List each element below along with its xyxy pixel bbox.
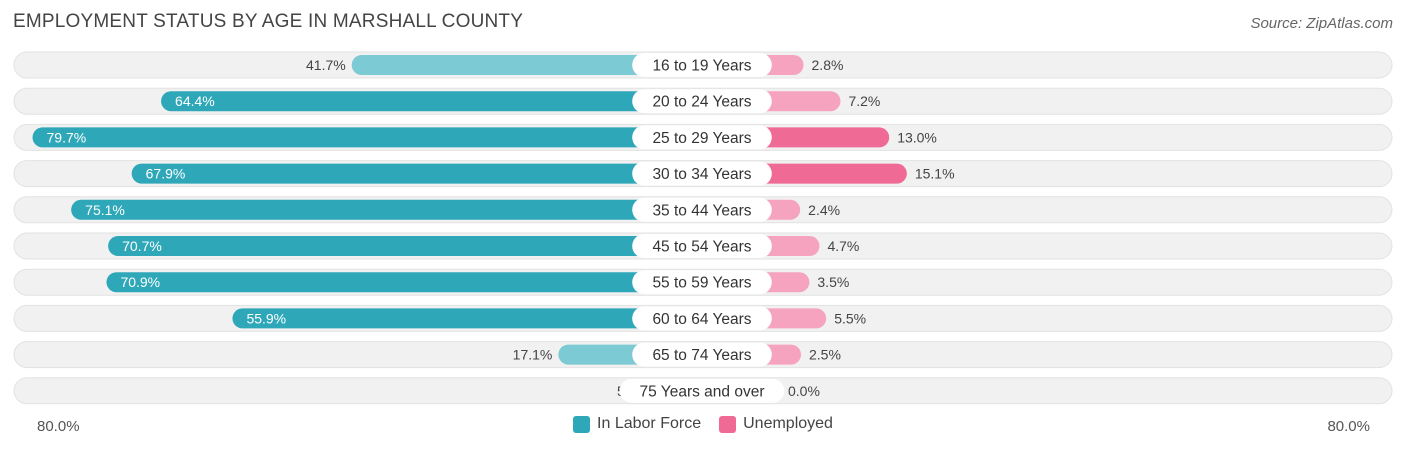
unemployed-value-label: 7.2% xyxy=(848,93,880,109)
labor-force-value-label: 41.7% xyxy=(306,57,346,73)
labor-force-value-label: 55.9% xyxy=(246,310,286,326)
legend-swatch-unemployed xyxy=(719,415,737,433)
employment-chart: 41.7% 2.8% 16 to 19 Years 64.4% 7.2% 20 to 24… xyxy=(13,51,1393,405)
labor-force-value-label: 67.9% xyxy=(146,166,186,182)
category-label-bg xyxy=(632,234,772,258)
labor-force-bar xyxy=(32,127,702,148)
labor-force-value-label: 75.1% xyxy=(85,202,125,218)
legend-swatch-labor-force xyxy=(573,415,591,433)
category-label-bg xyxy=(632,161,772,186)
labor-force-value-label: 70.7% xyxy=(122,238,162,254)
labor-force-bar xyxy=(232,308,702,329)
category-label-bg xyxy=(632,306,772,331)
category-label-bg xyxy=(632,125,772,150)
unemployed-value-label: 5.5% xyxy=(834,310,866,326)
labor-force-bar xyxy=(351,55,702,75)
unemployed-value-label: 2.4% xyxy=(808,202,840,218)
unemployed-value-label: 4.7% xyxy=(827,238,859,254)
category-label-bg xyxy=(632,270,772,295)
category-label-bg xyxy=(619,378,785,403)
category-label: 25 to 29 Years xyxy=(652,130,751,147)
axis-right-label: 80.0% xyxy=(1327,418,1370,435)
category-label: 75 Years and over xyxy=(640,383,765,400)
labor-force-value-label: 70.9% xyxy=(120,274,160,290)
legend-item-unemployed[interactable]: Unemployed xyxy=(719,415,833,433)
labor-force-value-label: 17.1% xyxy=(513,347,553,363)
unemployed-value-label: 2.5% xyxy=(809,347,841,363)
unemployed-value-label: 15.1% xyxy=(915,166,955,182)
labor-force-value-label: 79.7% xyxy=(47,129,87,145)
category-label-bg xyxy=(632,89,772,114)
category-label: 30 to 34 Years xyxy=(652,166,751,183)
axis-left-label: 80.0% xyxy=(37,418,80,435)
source-credit: Source: ZipAtlas.com xyxy=(1250,15,1393,32)
category-label-bg xyxy=(632,53,772,77)
legend-item-labor-force[interactable]: In Labor Force xyxy=(573,415,701,433)
category-label: 16 to 19 Years xyxy=(652,58,751,75)
unemployed-value-label: 0.0% xyxy=(788,383,820,399)
category-label: 20 to 24 Years xyxy=(652,94,751,111)
labor-force-bar xyxy=(108,236,703,256)
category-label-bg xyxy=(632,197,772,222)
category-label: 60 to 64 Years xyxy=(652,311,751,328)
legend: In Labor Force Unemployed xyxy=(0,415,1406,433)
unemployed-value-label: 13.0% xyxy=(897,129,937,145)
category-label: 55 to 59 Years xyxy=(652,275,751,292)
labor-force-bar xyxy=(131,163,702,184)
legend-label-unemployed: Unemployed xyxy=(743,415,833,432)
labor-force-bar xyxy=(71,199,702,220)
category-label: 45 to 54 Years xyxy=(652,239,751,256)
unemployed-value-label: 2.8% xyxy=(812,57,844,73)
labor-force-bar xyxy=(161,91,703,112)
category-label-bg xyxy=(632,342,772,367)
legend-label-labor-force: In Labor Force xyxy=(597,415,702,432)
category-label: 35 to 44 Years xyxy=(652,202,751,219)
labor-force-bar xyxy=(106,272,702,293)
category-label: 65 to 74 Years xyxy=(652,347,751,364)
chart-title: EMPLOYMENT STATUS BY AGE IN MARSHALL COU… xyxy=(13,11,524,32)
labor-force-value-label: 64.4% xyxy=(175,93,215,109)
unemployed-value-label: 3.5% xyxy=(817,274,849,290)
